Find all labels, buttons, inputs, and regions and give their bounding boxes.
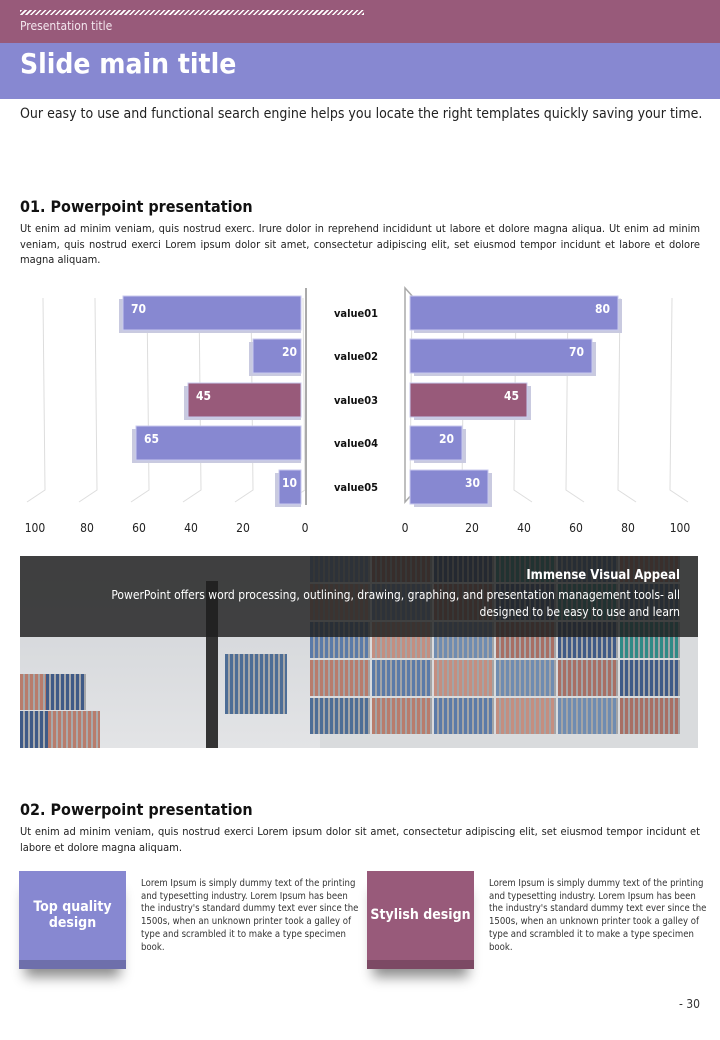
left-bar-label: 65 (144, 432, 159, 446)
container (496, 660, 556, 696)
feature-box-top-quality: Top quality design (19, 871, 126, 969)
container (496, 698, 556, 734)
category-label: value01 (334, 307, 378, 320)
tick-label: 80 (621, 521, 635, 535)
right-bar-label: 70 (569, 345, 584, 359)
left-bar (187, 382, 302, 418)
right-bar-label: 30 (465, 476, 480, 490)
left-bar (135, 425, 302, 461)
right-bar (409, 382, 528, 418)
feature-label: Stylish design (370, 907, 471, 923)
banner-overlay: Immense Visual Appeal PowerPoint offers … (20, 556, 698, 637)
container (434, 698, 494, 734)
container (46, 674, 86, 710)
title-band (0, 43, 720, 99)
tick-label: 60 (132, 521, 146, 535)
left-bar-label: 70 (131, 302, 146, 316)
container (20, 674, 48, 710)
tick-label: 0 (402, 521, 409, 535)
butterfly-bar-chart: 0 0 20 20 40 40 60 60 80 80 100 100 70 80 value01 20 70 v… (25, 286, 691, 535)
left-bar-label: 45 (196, 389, 211, 403)
right-bar-label: 20 (439, 432, 454, 446)
feature-box-stylish: Stylish design (367, 871, 474, 969)
container (620, 660, 680, 696)
right-bar (409, 338, 593, 374)
category-label: value04 (334, 437, 378, 450)
slide-title: Slide main title (20, 47, 237, 80)
banner-title: Immense Visual Appeal (526, 568, 680, 583)
right-bar (409, 469, 489, 505)
tick-label: 40 (517, 521, 531, 535)
feature-text: Lorem Ipsum is simply dummy text of the … (489, 878, 707, 953)
tick-label: 100 (25, 521, 46, 535)
feature-text: Lorem Ipsum is simply dummy text of the … (141, 878, 359, 953)
container (48, 711, 100, 748)
container (225, 654, 287, 714)
container-photo: Immense Visual Appeal PowerPoint offers … (20, 556, 698, 748)
page-number: - 30 (678, 997, 700, 1011)
left-bar (252, 338, 302, 374)
container (310, 698, 370, 734)
container (434, 660, 494, 696)
tick-label: 60 (569, 521, 583, 535)
container (372, 660, 432, 696)
tick-label: 20 (465, 521, 479, 535)
left-bar-label: 20 (282, 345, 297, 359)
section1-text: Ut enim ad minim veniam, quis nostrud ex… (20, 222, 700, 266)
grid-line (617, 297, 637, 503)
intro-text: Our easy to use and functional search en… (20, 106, 703, 122)
grid-line (78, 297, 98, 503)
grid-line (182, 297, 202, 503)
feature-label: Top quality design (33, 899, 112, 931)
category-label: value03 (334, 394, 378, 407)
tick-label: 100 (670, 521, 691, 535)
tick-label: 20 (236, 521, 250, 535)
grid-line (669, 297, 689, 503)
hatch-decoration (20, 10, 364, 15)
tick-label: 0 (302, 521, 309, 535)
header-bar: Presentation title (0, 0, 720, 43)
right-bar (409, 295, 619, 331)
section2-title: 02. Powerpoint presentation (20, 800, 253, 819)
container (372, 698, 432, 734)
grid-line (26, 297, 46, 503)
category-label: value05 (334, 481, 378, 494)
grid-line (130, 297, 150, 503)
container (20, 711, 50, 748)
banner-text: PowerPoint offers word processing, outli… (111, 588, 680, 619)
left-bar (278, 469, 302, 505)
right-bar-label: 45 (504, 389, 519, 403)
tick-label: 80 (80, 521, 94, 535)
container (310, 660, 370, 696)
right-bar-label: 80 (595, 302, 610, 316)
tick-label: 40 (184, 521, 198, 535)
left-bar-label: 10 (282, 476, 297, 490)
container (620, 698, 680, 734)
container (558, 660, 618, 696)
container (558, 698, 618, 734)
left-bar (122, 295, 302, 331)
presentation-title: Presentation title (20, 19, 113, 33)
section2-text: Ut enim ad minim veniam, quis nostrud ex… (20, 825, 700, 854)
section1-title: 01. Powerpoint presentation (20, 197, 253, 216)
category-label: value02 (334, 350, 378, 363)
right-bar (409, 425, 463, 461)
